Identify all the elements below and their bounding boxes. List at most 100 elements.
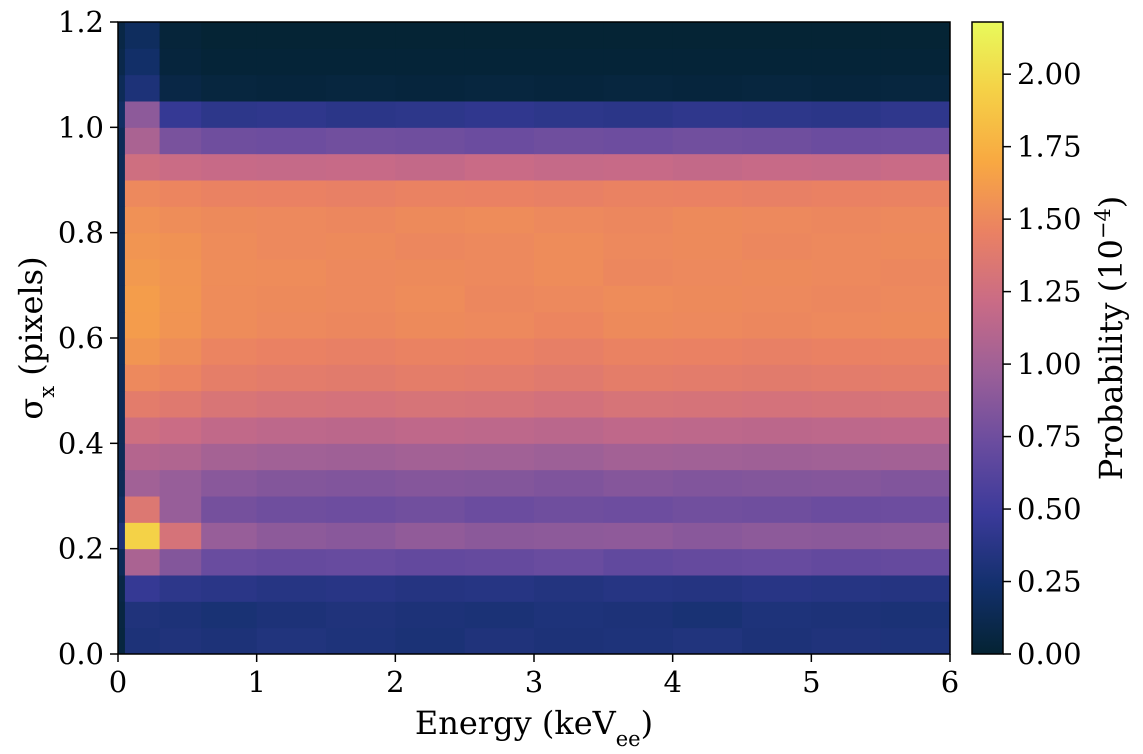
cell xyxy=(395,206,466,234)
cell xyxy=(124,417,161,444)
cell xyxy=(464,601,535,629)
cell xyxy=(124,338,161,365)
cell xyxy=(256,101,327,128)
cell xyxy=(603,601,674,629)
cell xyxy=(395,390,466,418)
cell xyxy=(464,338,535,365)
cell xyxy=(464,575,535,602)
heatmap xyxy=(118,22,951,655)
cell xyxy=(124,522,161,550)
cell xyxy=(201,74,258,102)
cell xyxy=(159,48,202,76)
cell xyxy=(326,417,396,444)
cell xyxy=(742,127,812,155)
cell xyxy=(159,522,202,550)
cell xyxy=(256,575,327,602)
cell xyxy=(201,127,258,155)
cell xyxy=(159,127,202,155)
cell xyxy=(159,496,202,523)
cell xyxy=(256,443,327,471)
cell xyxy=(464,101,535,128)
cell xyxy=(395,443,466,471)
cell xyxy=(534,127,604,155)
cell xyxy=(201,101,258,128)
cell xyxy=(256,390,327,418)
cell xyxy=(672,575,743,602)
cell xyxy=(603,127,674,155)
cell xyxy=(395,522,466,550)
cell xyxy=(118,443,126,471)
cell xyxy=(326,548,396,576)
cell xyxy=(742,259,812,286)
colorbar-tick-label: 1.00 xyxy=(1017,347,1082,381)
cell xyxy=(811,74,882,102)
cell xyxy=(201,232,258,260)
cell xyxy=(326,311,396,339)
cell xyxy=(326,101,396,128)
cell xyxy=(672,22,743,49)
colorbar-tick-label: 0.25 xyxy=(1017,565,1082,599)
cell xyxy=(603,180,674,207)
cell xyxy=(811,259,882,286)
cell xyxy=(672,206,743,234)
cell xyxy=(603,232,674,260)
cell xyxy=(880,417,951,444)
x-axis-label-part: Energy (keV xyxy=(415,704,617,742)
cell xyxy=(464,74,535,102)
cell xyxy=(464,259,535,286)
x-axis-label-part: ) xyxy=(641,704,653,742)
cell xyxy=(464,390,535,418)
cell xyxy=(201,259,258,286)
cell xyxy=(201,601,258,629)
cell xyxy=(603,364,674,392)
cell xyxy=(395,601,466,629)
cell xyxy=(395,496,466,523)
cell xyxy=(603,311,674,339)
cell xyxy=(326,338,396,365)
axes: 0 1 2 3 4 5 6 0.0 0.2 0.4 0.6 0.8 1.0 1.2 0.00 0.25 0.50… xyxy=(12,5,1130,751)
cell xyxy=(603,285,674,313)
cell xyxy=(534,285,604,313)
cell xyxy=(118,575,126,602)
cell xyxy=(118,417,126,444)
cell xyxy=(256,206,327,234)
cell xyxy=(811,180,882,207)
cell xyxy=(811,496,882,523)
cell xyxy=(603,338,674,365)
cell xyxy=(672,469,743,497)
cell xyxy=(742,180,812,207)
cell xyxy=(256,548,327,576)
cell xyxy=(534,443,604,471)
cell xyxy=(326,469,396,497)
cell xyxy=(672,48,743,76)
cell xyxy=(742,206,812,234)
cell xyxy=(811,338,882,365)
cell xyxy=(159,601,202,629)
cell xyxy=(326,48,396,76)
cell xyxy=(742,627,812,655)
cell xyxy=(395,259,466,286)
cell xyxy=(880,443,951,471)
cell xyxy=(159,338,202,365)
cell xyxy=(603,259,674,286)
cell xyxy=(326,206,396,234)
cell xyxy=(395,232,466,260)
cell xyxy=(326,601,396,629)
cell xyxy=(256,601,327,629)
cell xyxy=(395,469,466,497)
cell xyxy=(811,417,882,444)
cell xyxy=(395,180,466,207)
cell xyxy=(880,627,951,655)
cell xyxy=(672,627,743,655)
colorbar-tick-label: 0.00 xyxy=(1017,637,1082,671)
cell xyxy=(742,74,812,102)
cell xyxy=(124,496,161,523)
cell xyxy=(256,153,327,181)
cell xyxy=(742,601,812,629)
cell xyxy=(742,153,812,181)
cell xyxy=(603,206,674,234)
cell xyxy=(326,522,396,550)
cell xyxy=(603,443,674,471)
cell xyxy=(603,627,674,655)
cell xyxy=(326,153,396,181)
